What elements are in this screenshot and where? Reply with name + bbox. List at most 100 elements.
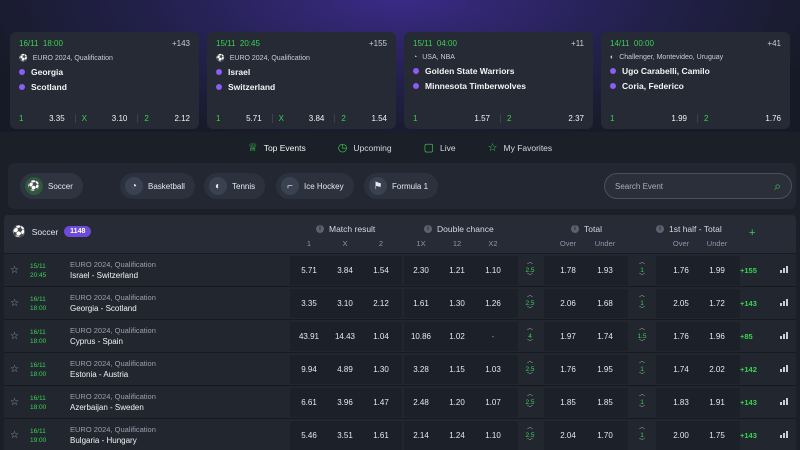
odds-cell[interactable]: 1.99 xyxy=(709,265,725,275)
card-markets-count[interactable]: +143 xyxy=(171,39,190,48)
chevron-down-icon[interactable]: ﹀ xyxy=(638,307,645,313)
odds-cell[interactable]: 2.12 xyxy=(373,298,389,308)
favorite-star-icon[interactable]: ☆ xyxy=(10,265,19,276)
odds-button[interactable]: 2 2.12 xyxy=(137,114,190,123)
odds-cell[interactable]: 2.00 xyxy=(673,430,689,440)
odds-cell[interactable]: 5.46 xyxy=(301,430,317,440)
odds-cell[interactable]: 1.30 xyxy=(449,298,465,308)
tab-top-events[interactable]: ♕ Top Events xyxy=(248,141,306,154)
half-line-stepper[interactable]: ︿ 1 ﹀ xyxy=(638,392,645,412)
sport-tennis[interactable]: ◐ Tennis xyxy=(204,173,266,199)
odds-cell[interactable]: 1.72 xyxy=(709,298,725,308)
add-column-button[interactable]: + xyxy=(749,227,756,239)
odds-cell[interactable]: 1.96 xyxy=(709,331,725,341)
odds-cell[interactable]: 1.21 xyxy=(449,265,465,275)
favorite-star-icon[interactable]: ☆ xyxy=(10,430,19,441)
chevron-up-icon[interactable]: ︿ xyxy=(638,293,645,299)
odds-cell[interactable]: 2.05 xyxy=(673,298,689,308)
chevron-down-icon[interactable]: ﹀ xyxy=(638,340,645,346)
odds-cell[interactable]: 2.06 xyxy=(560,298,576,308)
row-teams[interactable]: Israel - Switzerland xyxy=(70,271,139,280)
odds-cell[interactable]: 4.89 xyxy=(337,364,353,374)
odds-cell[interactable]: 1.95 xyxy=(597,364,613,374)
odds-cell[interactable]: 1.76 xyxy=(673,265,689,275)
table-row[interactable]: ☆ 16/11 18:00 EURO 2024, Qualification Cy… xyxy=(4,319,796,352)
info-icon[interactable]: i xyxy=(424,225,432,233)
odds-cell[interactable]: 3.10 xyxy=(337,298,353,308)
stats-icon[interactable] xyxy=(780,431,788,438)
odds-cell[interactable]: 1.74 xyxy=(597,331,613,341)
chevron-down-icon[interactable]: ﹀ xyxy=(526,340,533,346)
odds-cell[interactable]: - xyxy=(491,331,495,341)
odds-cell[interactable]: 2.30 xyxy=(413,265,429,275)
chevron-up-icon[interactable]: ︿ xyxy=(638,425,645,431)
stats-icon[interactable] xyxy=(780,266,788,273)
odds-cell[interactable]: 1.76 xyxy=(560,364,576,374)
chevron-up-icon[interactable]: ︿ xyxy=(526,359,533,365)
odds-cell[interactable]: 1.83 xyxy=(673,397,689,407)
info-icon[interactable]: i xyxy=(571,225,579,233)
odds-cell[interactable]: 1.07 xyxy=(485,397,501,407)
odds-cell[interactable]: 1.03 xyxy=(485,364,501,374)
odds-cell[interactable]: 6.61 xyxy=(301,397,317,407)
row-teams[interactable]: Azerbaijan - Sweden xyxy=(70,403,144,412)
chevron-down-icon[interactable]: ﹀ xyxy=(638,274,645,280)
row-teams[interactable]: Cyprus - Spain xyxy=(70,337,123,346)
chevron-down-icon[interactable]: ﹀ xyxy=(526,307,533,313)
half-line-stepper[interactable]: ︿ 1.5 ﹀ xyxy=(637,326,647,346)
chevron-down-icon[interactable]: ﹀ xyxy=(526,373,533,379)
chevron-down-icon[interactable]: ﹀ xyxy=(638,406,645,412)
featured-card[interactable]: 14/11 00:00 +41 ◐ Challenger, Montevideo, … xyxy=(601,32,790,129)
odds-button[interactable]: 1 1.57 xyxy=(413,114,500,123)
odds-cell[interactable]: 1.97 xyxy=(560,331,576,341)
total-line-stepper[interactable]: ︿ 4 ﹀ xyxy=(526,326,533,346)
favorite-star-icon[interactable]: ☆ xyxy=(10,298,19,309)
more-markets-link[interactable]: +85 xyxy=(740,331,753,341)
odds-cell[interactable]: 1.61 xyxy=(373,430,389,440)
odds-cell[interactable]: 9.94 xyxy=(301,364,317,374)
odds-cell[interactable]: 3.35 xyxy=(301,298,317,308)
total-line-stepper[interactable]: ︿ 2.5 ﹀ xyxy=(525,260,535,280)
chevron-up-icon[interactable]: ︿ xyxy=(526,293,533,299)
chevron-up-icon[interactable]: ︿ xyxy=(526,260,533,266)
odds-cell[interactable]: 1.54 xyxy=(373,265,389,275)
odds-cell[interactable]: 10.86 xyxy=(410,331,432,341)
chevron-down-icon[interactable]: ﹀ xyxy=(526,406,533,412)
row-teams[interactable]: Estonia - Austria xyxy=(70,370,129,379)
favorite-star-icon[interactable]: ☆ xyxy=(10,364,19,375)
odds-cell[interactable]: 1.85 xyxy=(560,397,576,407)
odds-cell[interactable]: 5.71 xyxy=(301,265,317,275)
card-markets-count[interactable]: +41 xyxy=(767,39,781,48)
stats-icon[interactable] xyxy=(780,365,788,372)
odds-cell[interactable]: 1.70 xyxy=(597,430,613,440)
odds-cell[interactable]: 1.91 xyxy=(709,397,725,407)
odds-cell[interactable]: 14.43 xyxy=(334,331,356,341)
card-markets-count[interactable]: +155 xyxy=(368,39,387,48)
total-line-stepper[interactable]: ︿ 2.5 ﹀ xyxy=(525,293,535,313)
odds-cell[interactable]: 2.48 xyxy=(413,397,429,407)
half-line-stepper[interactable]: ︿ 1 ﹀ xyxy=(638,359,645,379)
stats-icon[interactable] xyxy=(780,299,788,306)
chevron-down-icon[interactable]: ﹀ xyxy=(526,439,533,445)
chevron-down-icon[interactable]: ﹀ xyxy=(526,274,533,280)
more-markets-link[interactable]: +155 xyxy=(740,265,757,275)
odds-cell[interactable]: 1.47 xyxy=(373,397,389,407)
odds-cell[interactable]: 43.91 xyxy=(298,331,320,341)
total-line-stepper[interactable]: ︿ 2.5 ﹀ xyxy=(525,425,535,445)
odds-cell[interactable]: 3.28 xyxy=(413,364,429,374)
info-icon[interactable]: i xyxy=(656,225,664,233)
odds-cell[interactable]: 3.96 xyxy=(337,397,353,407)
stats-icon[interactable] xyxy=(780,398,788,405)
table-row[interactable]: ☆ 16/11 18:00 EURO 2024, Qualification Az… xyxy=(4,385,796,418)
table-row[interactable]: ☆ 16/11 18:00 EURO 2024, Qualification Ge… xyxy=(4,286,796,319)
tab-favorites[interactable]: ☆ My Favorites xyxy=(488,141,553,154)
sport-basketball[interactable]: ◔ Basketball xyxy=(120,173,195,199)
odds-cell[interactable]: 1.75 xyxy=(709,430,725,440)
more-markets-link[interactable]: +143 xyxy=(740,397,757,407)
odds-cell[interactable]: 1.74 xyxy=(673,364,689,374)
odds-cell[interactable]: 1.26 xyxy=(485,298,501,308)
odds-cell[interactable]: 1.10 xyxy=(485,265,501,275)
featured-card[interactable]: 15/11 04:00 +11 ◔ USA, NBA Golden State Wa… xyxy=(404,32,593,129)
chevron-up-icon[interactable]: ︿ xyxy=(526,392,533,398)
table-row[interactable]: ☆ 16/11 19:00 EURO 2024, Qualification Bu… xyxy=(4,418,796,450)
